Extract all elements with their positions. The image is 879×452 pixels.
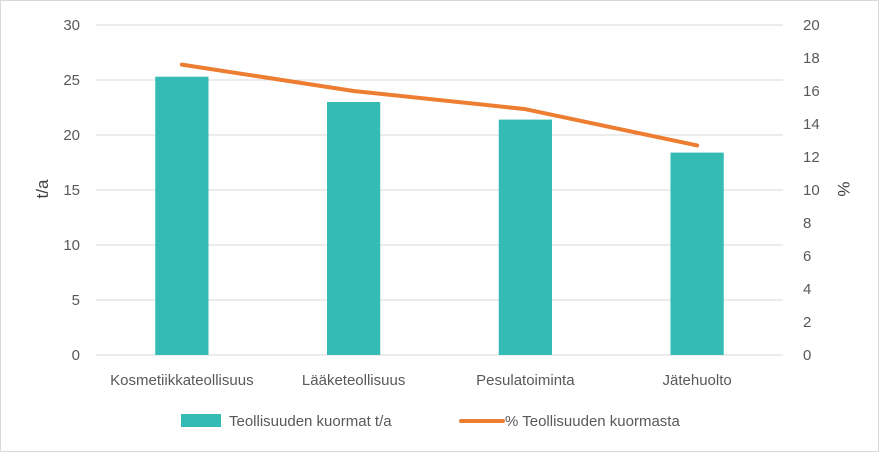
legend-bar-label: Teollisuuden kuormat t/a — [229, 413, 392, 430]
right-tick-label: 2 — [803, 314, 811, 331]
legend-bar-swatch — [181, 414, 221, 427]
right-tick-label: 10 — [803, 182, 820, 199]
bar-3 — [498, 119, 552, 355]
bar-2 — [327, 102, 381, 355]
line-path — [179, 62, 700, 148]
category-label: Jätehuolto — [663, 372, 732, 389]
left-tick-label: 15 — [63, 182, 80, 199]
y-axis-title-left: t/a — [33, 179, 52, 198]
y-axis-title-right: % — [834, 181, 853, 196]
right-tick-label: 16 — [803, 83, 820, 100]
line-series — [179, 62, 700, 148]
right-tick-label: 20 — [803, 17, 820, 34]
right-tick-label: 6 — [803, 248, 811, 265]
right-tick-label: 14 — [803, 116, 820, 133]
left-tick-label: 5 — [72, 292, 80, 309]
gridlines — [96, 24, 783, 356]
right-tick-label: 18 — [803, 50, 820, 67]
legend-line-label: % Teollisuuden kuormasta — [505, 413, 680, 430]
category-label: Pesulatoiminta — [476, 372, 575, 389]
legend: Teollisuuden kuormat t/a % Teollisuuden … — [181, 413, 680, 430]
bar-4 — [670, 152, 724, 355]
left-axis-ticks: 0 5 10 15 20 25 30 — [63, 17, 80, 364]
right-tick-label: 0 — [803, 347, 811, 364]
left-tick-label: 30 — [63, 17, 80, 34]
category-labels: Kosmetiikkateollisuus Lääketeollisuus Pesu… — [110, 372, 732, 389]
right-tick-label: 4 — [803, 281, 811, 298]
right-tick-label: 12 — [803, 149, 820, 166]
bar-series — [155, 76, 724, 355]
left-tick-label: 20 — [63, 127, 80, 144]
right-tick-label: 8 — [803, 215, 811, 232]
left-tick-label: 10 — [63, 237, 80, 254]
category-label: Lääketeollisuus — [302, 372, 405, 389]
category-label: Kosmetiikkateollisuus — [110, 372, 253, 389]
left-tick-label: 0 — [72, 347, 80, 364]
left-tick-label: 25 — [63, 72, 80, 89]
right-axis-ticks: 0 2 4 6 8 10 12 14 16 18 20 — [803, 17, 820, 364]
bar-1 — [155, 76, 209, 355]
